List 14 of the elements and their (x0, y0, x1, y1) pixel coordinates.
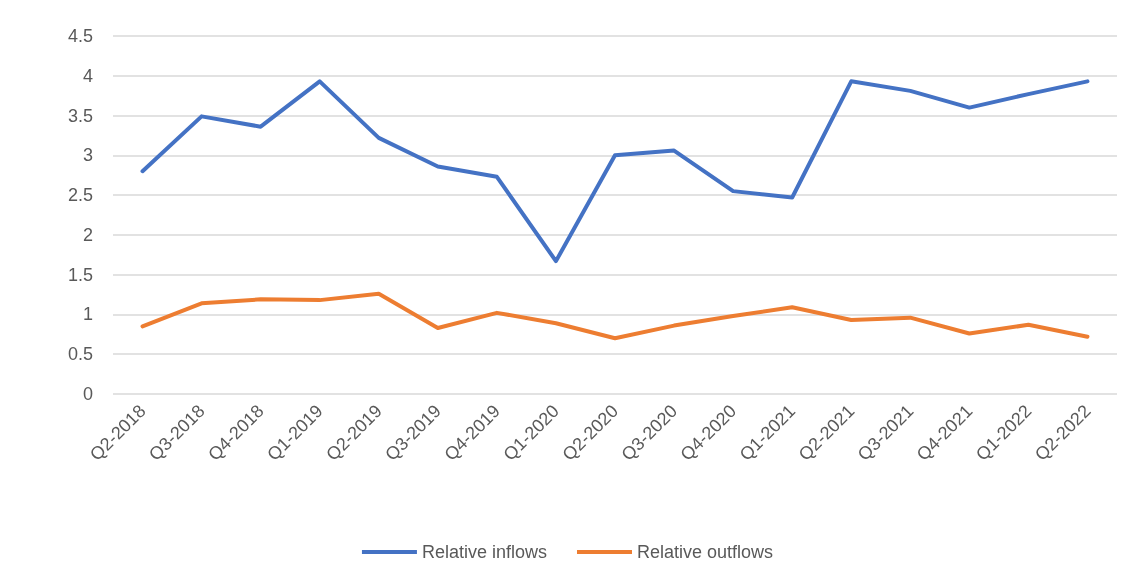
y-tick-label: 2.5 (67, 185, 93, 206)
line-series (140, 291, 1090, 341)
legend-label: Relative inflows (421, 542, 548, 562)
y-tick-label: 3 (82, 145, 93, 166)
line-series (140, 79, 1090, 264)
y-tick-label: 3.5 (67, 105, 93, 126)
y-tick-label: 4 (82, 65, 93, 86)
y-tick-label: 2 (82, 224, 93, 245)
legend-label: Relative outflows (636, 542, 774, 562)
y-tick-label: 1 (82, 304, 93, 325)
y-tick-label: 0.5 (67, 344, 93, 365)
y-tick-label: 1.5 (67, 264, 93, 285)
y-tick-label: 4.5 (67, 26, 93, 46)
y-tick-label: 0 (82, 384, 93, 404)
